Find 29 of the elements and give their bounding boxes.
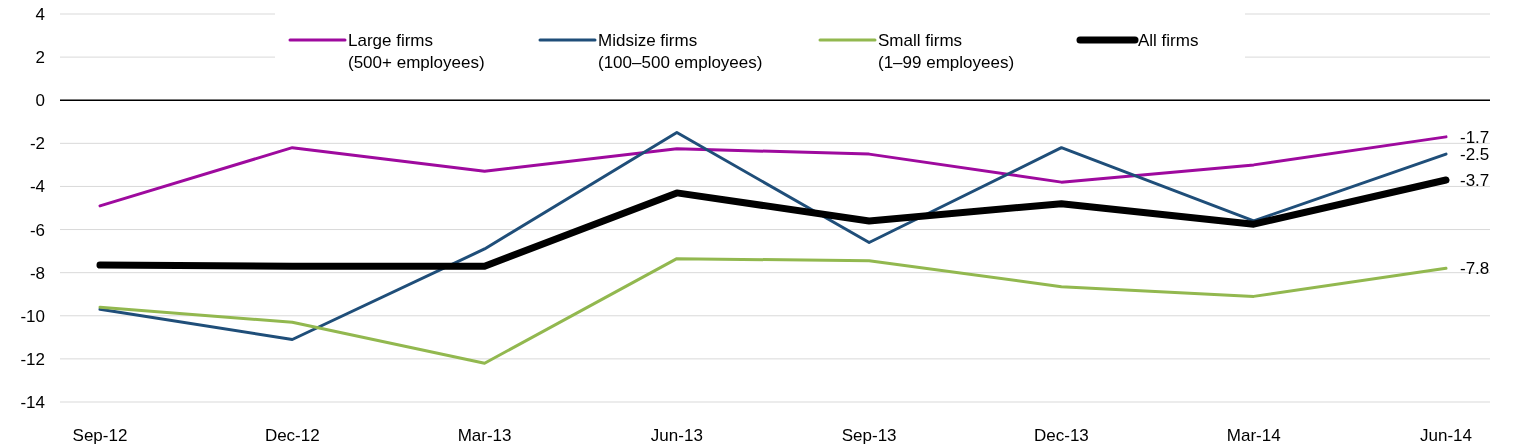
data-label: -1.7 (1460, 127, 1490, 147)
line-series (98, 257, 1448, 365)
y-tick-label: -8 (29, 263, 45, 283)
x-tick-label: Dec-13 (1034, 426, 1089, 445)
y-tick-label: 4 (35, 5, 45, 24)
y-tick-label: 2 (35, 48, 45, 68)
data-label: -2.5 (1460, 145, 1490, 165)
y-tick-label: -14 (20, 393, 45, 412)
data-label: -3.7 (1460, 170, 1490, 190)
line-series (98, 135, 1448, 208)
x-tick-label: Mar-13 (457, 426, 512, 445)
y-tick-label: -12 (20, 349, 45, 369)
x-tick-label: Mar-14 (1226, 426, 1281, 445)
legend-label: Small firms (1–99 employees) (878, 31, 1015, 72)
legend-label: Midsize firms (100–500 employees) (598, 31, 763, 72)
y-tick-label: -2 (29, 134, 45, 154)
x-tick-label: Jun-14 (1420, 426, 1472, 445)
y-tick-label: -6 (29, 220, 45, 240)
x-tick-label: Dec-12 (264, 426, 320, 445)
legend-label: Large firms (500+ employees) (348, 31, 485, 72)
y-tick-label: -4 (29, 177, 45, 197)
data-label: -7.8 (1460, 259, 1490, 279)
x-tick-label: Sep-13 (841, 426, 897, 445)
y-tick-label: -10 (20, 306, 45, 326)
x-tick-label: Sep-12 (72, 426, 128, 445)
x-tick-label: Jun-13 (650, 426, 703, 445)
line-series (98, 131, 1448, 341)
legend-label: All firms (1138, 31, 1199, 50)
y-tick-label: 0 (35, 91, 45, 111)
